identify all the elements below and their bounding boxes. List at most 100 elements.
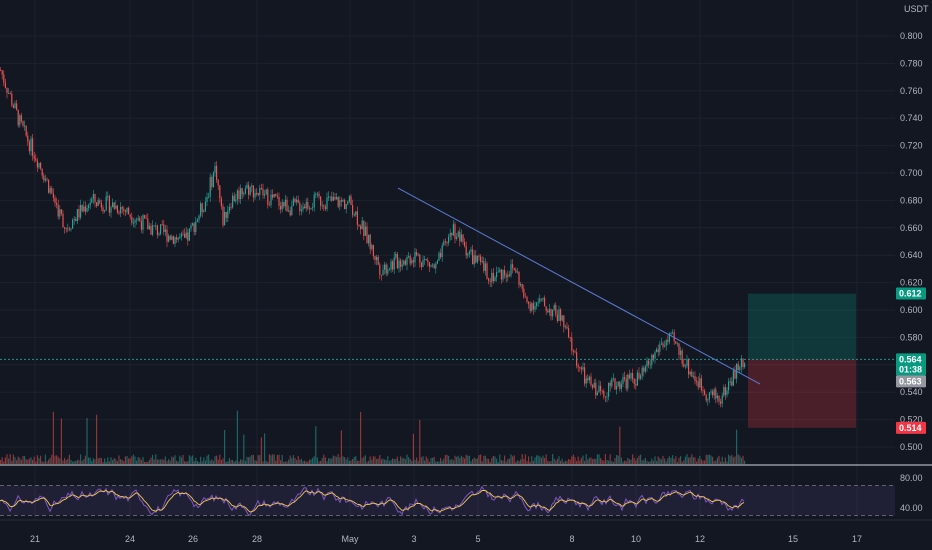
current-price-badge-bg [896,353,926,376]
volume-bar [401,458,403,464]
candle-body [520,284,522,286]
candle-body [611,378,613,387]
price-tick-label: 0.720 [900,141,923,151]
volume-bar [209,460,211,464]
candle-body [54,197,56,204]
price-axis[interactable]: USDT 0.800 0.780 0.760 0.740 0.720 0.700 0.680… [900,4,929,452]
volume-bar [492,455,494,464]
candle-body [299,202,301,212]
candle-body [230,206,232,208]
volume-bar [57,456,59,464]
candle-body [288,210,290,212]
time-axis[interactable]: 21 24 26 28 May 3 5 8 10 12 15 17 [30,534,862,544]
volume-bar [382,458,384,464]
trendline[interactable] [397,187,761,385]
currency-label: USDT [904,4,929,14]
volume-bar [51,454,53,464]
candle-body [416,252,418,256]
candle-body [544,297,546,307]
candle-body [515,269,517,273]
volume-bar [345,459,347,464]
price-tick-label: 0.520 [900,415,923,425]
time-tick-label: May [341,534,359,544]
volume-bar [427,458,429,464]
candle-body [704,390,706,395]
candle-body [441,245,443,258]
volume-bar [227,461,229,464]
candle-body [281,202,283,210]
candle-body [150,225,152,235]
candle-body [368,234,370,244]
volume-bar [425,456,427,464]
volume-bar [38,458,40,464]
candle-body [208,196,210,198]
volume-bar [203,457,205,464]
candle-body [550,309,552,317]
candle-body [294,198,296,203]
volume-bar [592,459,594,464]
candle-body [675,341,677,344]
volume-bar [552,454,554,464]
candle-body [548,309,550,313]
volume-bar [169,460,171,464]
candle-body [547,310,549,313]
candle-body [619,381,621,389]
volume-bar [643,459,645,464]
candle-body [512,264,514,268]
volume-bar [320,460,322,464]
volume-bar [204,460,206,464]
candle-body [209,176,211,197]
volume-bar [33,456,35,464]
candle-body [587,378,589,381]
candle-body [272,194,274,198]
candle-body [134,220,136,223]
candle-body [496,272,498,278]
volume-bar [152,454,154,464]
volume-bar [604,454,606,464]
candle-body [411,260,413,264]
price-tick-label: 0.800 [900,31,923,41]
candle-body [593,382,595,388]
candle-body [414,252,416,263]
volume-bar [627,457,629,464]
candle-body [124,210,126,212]
position-tool[interactable] [748,293,856,428]
candle-body [510,264,512,276]
volume-bar [393,459,395,464]
volume-bar [256,460,258,464]
volume-bar [609,454,611,464]
volume-bar [67,458,69,464]
volume-bar [742,455,744,464]
candle-body [249,187,251,195]
candle-body [444,241,446,243]
volume-bar [235,460,237,464]
volume-bar [654,456,656,464]
candle-body [454,224,456,239]
candle-body [265,189,267,195]
volume-bar [216,455,218,464]
candle-body [601,390,603,392]
candle-body [420,262,422,267]
candle-body [182,233,184,235]
volume-bar [406,454,408,464]
candle-body [81,204,83,212]
volume-bar [729,456,731,464]
candle-body [638,372,640,379]
candle-body [163,224,165,232]
volume-bar [46,461,48,464]
candle-body [9,93,11,94]
candle-body [11,93,13,106]
volume-bar [145,461,147,464]
candle-body [193,223,195,232]
candle-body [483,261,485,271]
volume-bar [142,456,144,464]
candle-body [48,179,50,193]
volume-bar [664,458,666,464]
volume-bar [739,455,741,464]
candle-body [260,187,262,189]
candle-body [62,213,64,228]
volume-bar [379,455,381,464]
candle-body [529,303,531,311]
